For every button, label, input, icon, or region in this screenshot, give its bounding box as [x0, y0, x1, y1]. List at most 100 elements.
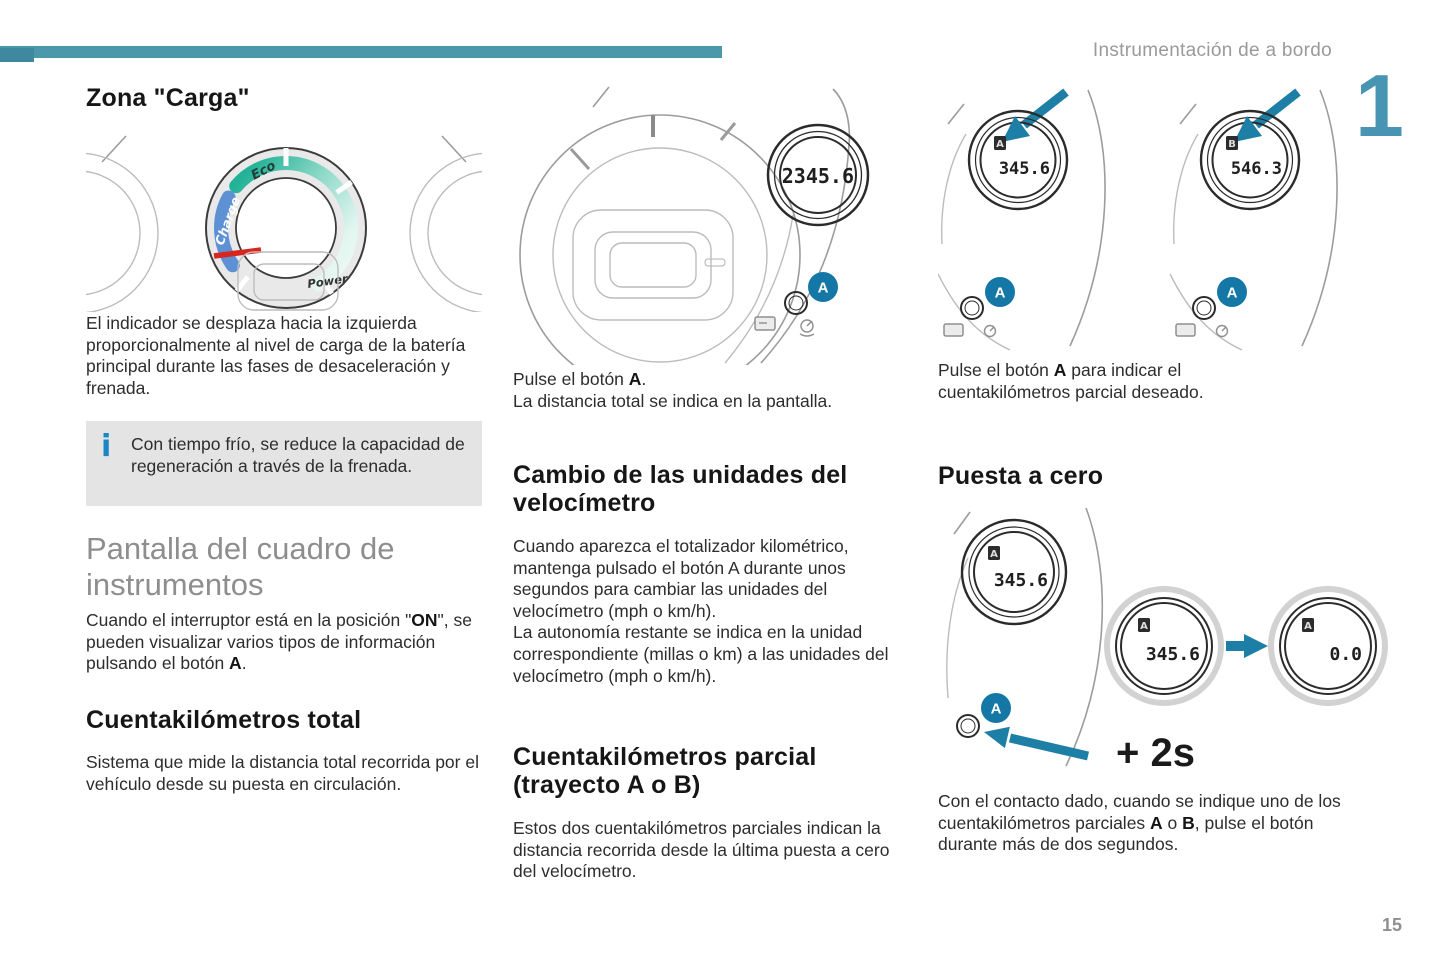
paragraph-charge-indicator: El indicador se desplaza hacia la izquie… — [86, 313, 466, 398]
dial-tick — [719, 122, 737, 141]
trip-tag-letter: A — [1304, 621, 1312, 632]
button-a-badge — [985, 277, 1015, 307]
text-run: . — [641, 369, 647, 389]
charge-zone-arc — [214, 190, 240, 273]
panel-edge-curve — [946, 557, 969, 699]
hold-duration-label: + 2s — [1116, 731, 1195, 775]
display-window-outline-mid — [594, 231, 712, 299]
speedometer-dial-inner — [552, 147, 768, 363]
info-note-box: i Con tiempo frío, se reduce la capacida… — [86, 421, 482, 506]
button-a — [1192, 296, 1216, 320]
trip-b-tag-letter: B — [1228, 139, 1236, 150]
display-screen-icon — [943, 323, 964, 337]
text-run: o — [1162, 812, 1183, 833]
display-bezel — [1115, 597, 1213, 695]
paragraph-total: Sistema que mide la distancia total reco… — [86, 752, 479, 794]
display-bezel — [1279, 597, 1377, 695]
cluster-reset: A 345.6 A + 2s — [946, 507, 1195, 775]
odometer-display-ring — [773, 130, 863, 220]
dial-tick — [569, 147, 591, 171]
trip-gauge-icon — [800, 319, 814, 333]
text-run: Pulse el botón — [938, 360, 1054, 380]
paragraph-interruptor: Cuando el interruptor está en la posició… — [86, 610, 478, 675]
trip-tag-letter: A — [1140, 621, 1148, 632]
trip-display-bezel — [1199, 109, 1301, 211]
paragraph-unidades-1: Cuando aparezca el totalizador kilométri… — [513, 536, 849, 621]
button-a-cap — [960, 718, 976, 734]
paragraph-parcial: Estos dos cuentakilómetros parciales ind… — [513, 818, 890, 882]
text-run-bold-a: A — [628, 369, 642, 389]
caption-line-2: La distancia total se indica en la panta… — [513, 390, 833, 411]
panel-edge-curve — [941, 133, 967, 245]
cluster-trip-a: A 345.6 A — [938, 88, 1106, 351]
trip-gauge-icon-base — [799, 333, 815, 337]
button-a-cap — [788, 295, 804, 311]
display-screen — [1284, 602, 1372, 690]
button-a-badge-letter: A — [818, 280, 829, 297]
panel-edge-curve — [1173, 133, 1199, 245]
trip-display-bezel — [960, 518, 1068, 626]
trip-display-screen — [973, 531, 1055, 613]
info-icon: i — [101, 429, 112, 464]
trip-tag — [988, 546, 1000, 560]
heading-cambio-unidades: Cambio de las unidades del velocímetro — [513, 461, 848, 517]
panel-edge-curve — [1069, 89, 1106, 347]
dial-notch — [704, 258, 726, 267]
paragraph-unidades: Cuando aparezca el totalizador kilométri… — [513, 536, 897, 687]
heading-cuentakilometros-parcial: Cuentakilómetros parcial (trayecto A o B… — [513, 743, 817, 799]
text-run-bold-b: B — [1182, 812, 1195, 833]
button-a-badge — [981, 693, 1011, 723]
button-a-cap — [964, 300, 980, 316]
reset-sequence-before: A 345.6 — [1104, 586, 1224, 706]
caption-pulse-boton-parcial: Pulse el botón A para indicar el cuentak… — [938, 360, 1306, 403]
cluster-trip-b: B 546.3 A — [1169, 88, 1338, 351]
text-run: ", se pueden visualizar varios tipos de … — [86, 610, 472, 674]
odometer-total-value: 2345.6 — [782, 164, 854, 188]
adjacent-dial-left — [86, 170, 141, 296]
trip-a-value: 345.6 — [999, 159, 1050, 179]
trip-tag — [1138, 618, 1150, 632]
trip-tag — [1302, 618, 1314, 632]
header-accent-bar — [0, 46, 722, 58]
panel-edge-curve — [724, 214, 794, 364]
panel-edge-curve — [938, 273, 1011, 351]
display-outer-ring — [1104, 586, 1224, 706]
trip-b-tag — [1226, 136, 1238, 150]
display-window-outline — [572, 209, 734, 321]
button-a-badge-letter: A — [991, 701, 1002, 718]
trip-gauge-icon-needle — [1221, 326, 1227, 332]
display-window-outline-inner — [609, 242, 697, 288]
trip-display-ring — [974, 116, 1062, 204]
trip-a-tag-letter: A — [996, 139, 1004, 150]
display-screen — [1120, 602, 1208, 690]
trip-tag-letter: A — [990, 549, 998, 560]
corner-tick — [947, 103, 965, 125]
instrument-cluster-illustration: 2345.6 A — [519, 86, 870, 365]
eco-zone-arc — [229, 156, 358, 292]
page-number: 15 — [1381, 915, 1402, 935]
trip-value: 345.6 — [994, 570, 1048, 591]
display-window-outline — [237, 251, 339, 311]
text-run: Cuando el interruptor está en la posició… — [86, 610, 412, 630]
trip-a-tag — [994, 136, 1006, 150]
hold-button-arrow-head — [984, 726, 1010, 749]
trip-value-before: 345.6 — [1146, 644, 1200, 665]
text-run: . — [241, 653, 247, 674]
panel-edge-curve — [1301, 89, 1338, 347]
pointer-arrow-head — [1002, 116, 1030, 142]
charge-zone-gauge-illustration: Eco Charge Power — [86, 135, 482, 312]
header-accent-bar-end — [0, 48, 34, 62]
trip-gauge-icon — [983, 324, 997, 338]
text-run-bold-a: A — [1053, 360, 1067, 380]
button-a — [956, 714, 980, 738]
odometer-display-screen — [779, 136, 857, 214]
display-screen-icon — [1175, 323, 1196, 337]
pointer-arrow-head — [1234, 116, 1262, 142]
text-run: para indicar el cuentakilómetros parcial… — [938, 360, 1204, 402]
adjacent-dial-right-outer — [409, 152, 482, 312]
text-run-bold-a: A — [1150, 812, 1163, 833]
button-a — [784, 291, 808, 315]
panel-edge-curve — [1169, 273, 1243, 351]
text-run: Pulse el botón — [513, 369, 629, 389]
panel-edge-curve — [760, 88, 851, 364]
